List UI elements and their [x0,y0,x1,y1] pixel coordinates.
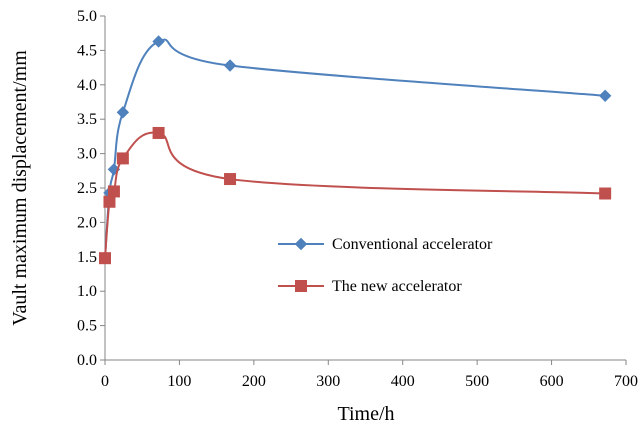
series-line-1 [104,38,606,259]
square-data-point [599,187,612,200]
square-data-point [152,126,165,139]
square-data-point [107,185,120,198]
square-data-point [103,195,116,208]
y-tick-label: 0.5 [77,318,97,335]
y-tick-label: 2.5 [77,180,97,197]
series-2 [99,126,612,265]
y-tick-label: 4.0 [77,77,97,94]
square-data-point [99,252,111,265]
x-tick-label: 0 [101,373,109,390]
y-tick-label: 3.0 [77,146,97,163]
y-tick-label: 2.0 [77,214,97,231]
axes [100,15,627,365]
y-tick-label: 5.0 [77,8,97,25]
legend: Conventional accelerator The new accelera… [278,236,493,295]
y-axis-title: Vault maximum displacement/mm [9,50,31,326]
x-tick-label: 400 [391,373,415,390]
y-tick-label: 4.5 [77,42,97,59]
x-tick-label: 300 [316,373,340,390]
series-1 [98,35,612,265]
x-tick-label: 700 [614,373,638,390]
y-tick-label: 1.5 [77,249,97,266]
x-tick-label: 200 [242,373,266,390]
x-tick-label: 600 [540,373,564,390]
y-tick-label: 1.0 [77,283,97,300]
diamond-data-point [116,106,130,119]
diamond-data-point [598,89,612,103]
square-data-point [116,152,129,165]
x-tick-label: 500 [465,373,489,390]
legend-label-2: The new accelerator [332,278,462,295]
tick-labels: 0.0 0.5 1.0 1.5 2.0 2.5 3.0 3.5 4.0 4.5 5.0 0 100 200… [77,8,638,390]
diamond-data-point [152,35,165,48]
y-tick-label: 0.0 [77,352,97,369]
square-legend-marker [295,280,307,292]
y-tick-label: 3.5 [77,111,97,128]
x-axis-title: Time/h [337,403,394,425]
data-series [98,35,612,265]
diamond-legend-marker [294,237,308,251]
legend-label-1: Conventional accelerator [332,236,493,253]
diamond-data-point [223,59,237,72]
square-data-point [224,173,237,186]
x-tick-label: 100 [167,373,191,390]
